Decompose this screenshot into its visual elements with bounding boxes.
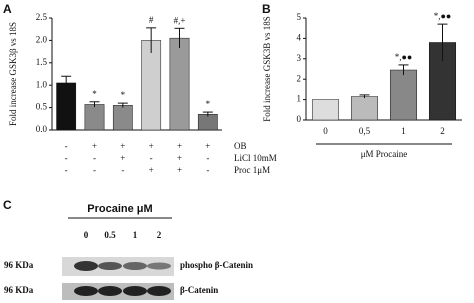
blot-band bbox=[147, 286, 171, 296]
condition-mark: + bbox=[92, 141, 97, 151]
y-axis-label: Fold increase GSK3B vs 18S bbox=[262, 16, 272, 122]
molecular-weight: 96 KDa bbox=[4, 285, 34, 295]
condition-mark: + bbox=[177, 153, 182, 163]
bar bbox=[84, 104, 105, 131]
y-tick-label: 1.5 bbox=[36, 57, 48, 67]
y-tick-label: 0 bbox=[297, 114, 302, 124]
condition-mark: + bbox=[120, 141, 125, 151]
condition-name: LiCl 10mM bbox=[234, 153, 277, 163]
x-tick-label: 1 bbox=[401, 126, 406, 136]
y-tick-label: 4 bbox=[297, 32, 302, 42]
condition-mark: + bbox=[205, 141, 210, 151]
y-tick-label: 1.0 bbox=[36, 79, 48, 89]
annotation: * bbox=[92, 89, 97, 99]
annotation: * bbox=[121, 90, 126, 100]
bar bbox=[56, 82, 77, 131]
row-label: β-Catenin bbox=[180, 285, 218, 295]
condition-mark: + bbox=[149, 165, 154, 175]
condition-mark: + bbox=[177, 141, 182, 151]
y-tick-label: 2.0 bbox=[36, 34, 48, 44]
blot-band bbox=[123, 286, 147, 296]
condition-mark: + bbox=[120, 153, 125, 163]
lane-label: 2 bbox=[157, 230, 162, 240]
bar bbox=[112, 105, 133, 131]
lane-label: 1 bbox=[133, 230, 138, 240]
condition-mark: - bbox=[93, 153, 96, 163]
bar bbox=[169, 37, 190, 131]
lane-label: 0.5 bbox=[104, 230, 116, 240]
annotation: *,●● bbox=[395, 52, 413, 62]
annotation: # bbox=[149, 15, 154, 25]
blot bbox=[62, 257, 174, 300]
condition-name: Proc 1μM bbox=[234, 165, 270, 175]
bar bbox=[311, 99, 340, 121]
blot-band bbox=[98, 262, 122, 270]
blot-band bbox=[123, 262, 147, 270]
molecular-weight: 96 KDa bbox=[4, 260, 34, 270]
panel-letter: C bbox=[3, 198, 12, 212]
x-axis-label: μM Procaine bbox=[361, 149, 408, 159]
condition-mark: - bbox=[65, 153, 68, 163]
y-tick-label: 0.0 bbox=[36, 124, 48, 134]
y-tick-label: 2.5 bbox=[36, 12, 48, 22]
y-tick-label: 1 bbox=[297, 94, 302, 104]
panel-letter: A bbox=[3, 2, 12, 16]
condition-mark: - bbox=[65, 165, 68, 175]
blot-band bbox=[98, 286, 122, 296]
condition-mark: + bbox=[177, 165, 182, 175]
x-tick-label: 2 bbox=[440, 126, 445, 136]
condition-mark: - bbox=[93, 165, 96, 175]
condition-mark: - bbox=[150, 153, 153, 163]
blot-band bbox=[74, 261, 98, 271]
panel-letter: B bbox=[262, 2, 271, 16]
lane-label: 0 bbox=[84, 230, 89, 240]
bar bbox=[197, 114, 218, 131]
bar bbox=[141, 40, 162, 131]
y-tick-label: 3 bbox=[297, 53, 302, 63]
y-tick-label: 0.5 bbox=[36, 102, 48, 112]
y-tick-label: 5 bbox=[297, 12, 302, 22]
condition-name: OB bbox=[234, 141, 247, 151]
blot-title: Procaine μM bbox=[87, 203, 152, 215]
blot-band bbox=[147, 262, 171, 270]
x-tick-label: 0,5 bbox=[359, 126, 371, 136]
condition-mark: - bbox=[121, 165, 124, 175]
annotation: * bbox=[206, 99, 211, 109]
bar bbox=[389, 69, 418, 121]
annotation: #,+ bbox=[174, 15, 186, 25]
row-label: phospho β-Catenin bbox=[180, 260, 253, 270]
condition-mark: - bbox=[206, 165, 209, 175]
annotation: *,●● bbox=[434, 11, 452, 21]
y-tick-label: 2 bbox=[297, 73, 302, 83]
condition-mark: + bbox=[149, 141, 154, 151]
x-tick-label: 0 bbox=[323, 126, 328, 136]
blot-band bbox=[74, 286, 98, 296]
bar bbox=[350, 96, 379, 121]
y-axis-label: Fold increase GSK3β vs 18S bbox=[8, 22, 18, 126]
condition-mark: - bbox=[206, 153, 209, 163]
condition-mark: - bbox=[65, 141, 68, 151]
